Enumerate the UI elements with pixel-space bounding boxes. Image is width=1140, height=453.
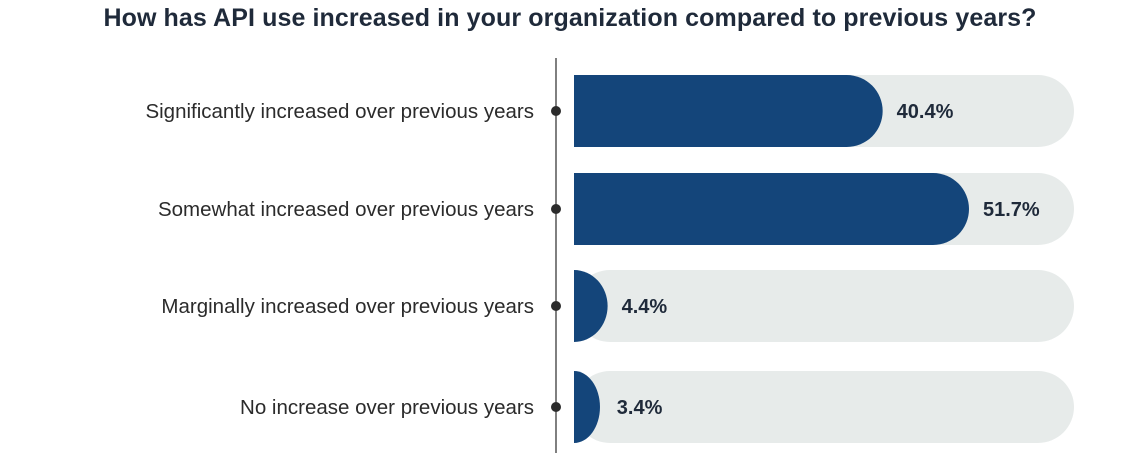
axis-marker [551, 204, 561, 214]
axis-marker [551, 106, 561, 116]
bar-track [574, 371, 1074, 443]
category-label: Significantly increased over previous ye… [145, 100, 534, 123]
axis-marker [551, 301, 561, 311]
bar [574, 270, 608, 342]
chart-title: How has API use increased in your organi… [103, 4, 1037, 32]
bar [574, 371, 600, 443]
value-label: 3.4% [617, 397, 663, 419]
bar [574, 173, 969, 245]
category-label: Somewhat increased over previous years [158, 198, 534, 221]
axis-marker [551, 402, 561, 412]
bar [574, 75, 883, 147]
value-label: 40.4% [897, 101, 954, 123]
value-label: 51.7% [983, 199, 1040, 221]
category-label: Marginally increased over previous years [161, 295, 534, 318]
bar-track [574, 270, 1074, 342]
value-label: 4.4% [622, 296, 668, 318]
category-label: No increase over previous years [240, 396, 534, 419]
